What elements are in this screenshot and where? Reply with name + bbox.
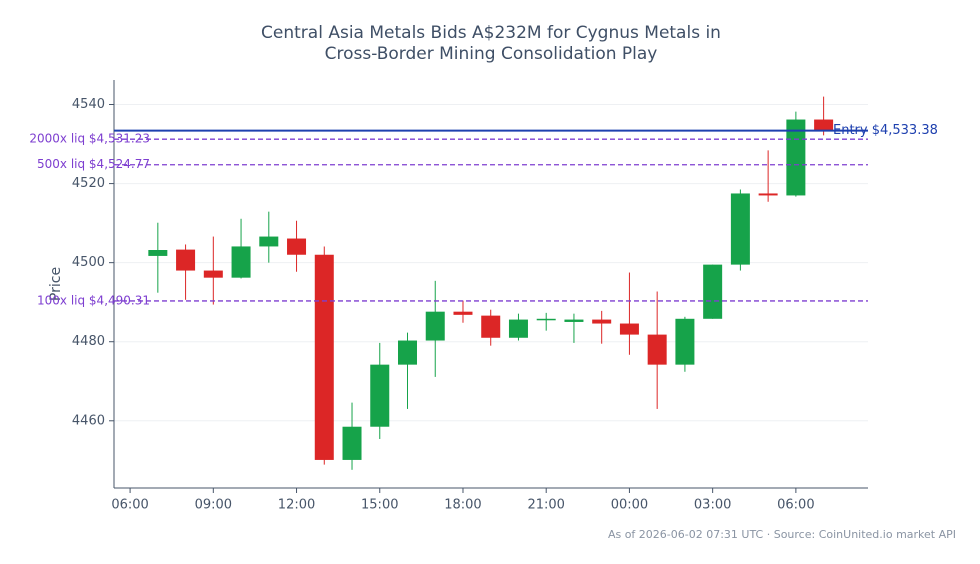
y-tick-label: 4500 bbox=[72, 255, 105, 270]
candle-body bbox=[508, 319, 528, 338]
reference-label: 500x liq $4,524.77 bbox=[37, 157, 150, 171]
candle-body bbox=[397, 340, 417, 365]
candle-body bbox=[619, 323, 639, 335]
reference-label: Entry $4,533.38 bbox=[833, 123, 938, 138]
candle-body bbox=[481, 315, 501, 338]
x-tick-label: 15:00 bbox=[361, 498, 398, 513]
candle-body bbox=[231, 246, 251, 278]
candle-body bbox=[176, 249, 196, 271]
candle-body bbox=[148, 250, 168, 256]
y-tick-label: 4480 bbox=[72, 334, 105, 349]
candle-body bbox=[786, 119, 806, 196]
reference-label: 2000x liq $4,531.23 bbox=[29, 132, 150, 146]
x-tick-label: 06:00 bbox=[111, 498, 148, 513]
x-tick-label: 00:00 bbox=[611, 498, 648, 513]
candle-body bbox=[287, 238, 307, 255]
candle-body bbox=[758, 193, 778, 196]
candle-body bbox=[647, 334, 667, 365]
candle-body bbox=[536, 318, 556, 321]
chart-title: Cross-Border Mining Consolidation Play bbox=[325, 44, 658, 64]
candle-body bbox=[453, 311, 473, 315]
y-tick-label: 4460 bbox=[72, 413, 105, 428]
candle-body bbox=[592, 319, 612, 324]
footer: As of 2026-06-02 07:31 UTC · Source: Coi… bbox=[608, 528, 956, 541]
reference-label: 100x liq $4,490.31 bbox=[37, 293, 150, 307]
y-axis-label: Price bbox=[48, 267, 64, 301]
candle-body bbox=[730, 193, 750, 265]
candle-body bbox=[703, 264, 723, 319]
y-tick-label: 4540 bbox=[72, 97, 105, 112]
chart-title: Central Asia Metals Bids A$232M for Cygn… bbox=[261, 23, 721, 43]
candle-body bbox=[370, 364, 390, 427]
x-tick-label: 09:00 bbox=[195, 498, 232, 513]
candle-body bbox=[259, 236, 279, 247]
x-tick-label: 18:00 bbox=[444, 498, 481, 513]
candle-body bbox=[814, 119, 834, 131]
candle-body bbox=[203, 270, 223, 278]
candle-body bbox=[675, 318, 695, 365]
x-tick-label: 12:00 bbox=[278, 498, 315, 513]
x-tick-label: 06:00 bbox=[777, 498, 814, 513]
candle-body bbox=[342, 426, 362, 460]
x-tick-label: 21:00 bbox=[527, 498, 564, 513]
x-tick-label: 03:00 bbox=[694, 498, 731, 513]
candle-body bbox=[564, 319, 584, 322]
y-tick-label: 4520 bbox=[72, 176, 105, 191]
candle-body bbox=[425, 311, 445, 341]
candle-body bbox=[314, 254, 334, 460]
